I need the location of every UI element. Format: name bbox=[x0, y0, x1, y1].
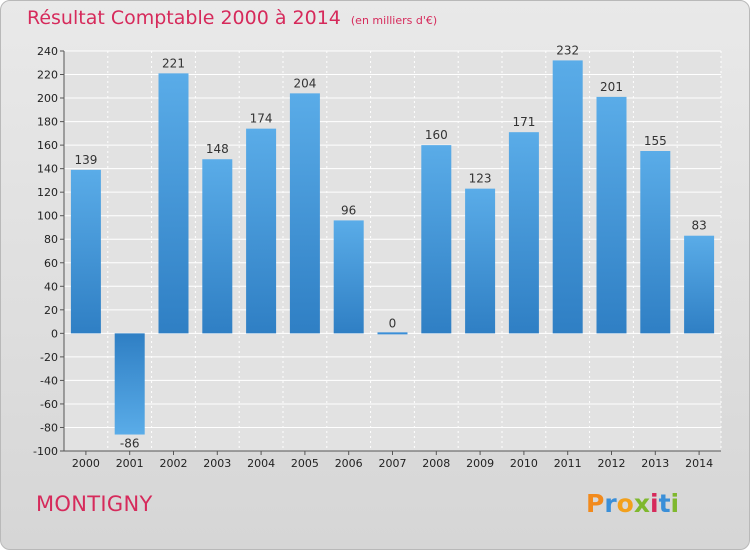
y-tick-label: -100 bbox=[33, 445, 58, 458]
x-tick-label: 2007 bbox=[379, 457, 407, 470]
y-tick-label: 140 bbox=[37, 163, 58, 176]
proxiti-logo: Proxiti bbox=[586, 489, 679, 518]
bar-2000 bbox=[70, 169, 101, 334]
logo-letter: i bbox=[670, 489, 680, 518]
x-tick-label: 2013 bbox=[641, 457, 669, 470]
labels: 139 -86 221 148 174 204 96 0 160 123 171 232 201 155 8… bbox=[74, 43, 706, 450]
y-tick-label: 0 bbox=[51, 327, 58, 340]
y-tick-label: 160 bbox=[37, 139, 58, 152]
axes: -100-80-60-40-20020406080100120140160180… bbox=[33, 45, 721, 470]
x-tick-label: 2006 bbox=[335, 457, 363, 470]
logo-letter: t bbox=[658, 489, 671, 518]
y-tick-label: 100 bbox=[37, 210, 58, 223]
bar-2009 bbox=[465, 188, 496, 334]
bar-2011 bbox=[552, 60, 583, 334]
y-tick-label: 180 bbox=[37, 116, 58, 129]
y-tick-label: 20 bbox=[44, 304, 58, 317]
y-tick-label: -40 bbox=[40, 374, 58, 387]
data-label: 155 bbox=[644, 134, 667, 148]
bar-2002 bbox=[158, 73, 189, 334]
x-tick-label: 2005 bbox=[291, 457, 319, 470]
logo-letter: P bbox=[586, 489, 605, 518]
y-tick-label: 200 bbox=[37, 92, 58, 105]
x-tick-label: 2002 bbox=[160, 457, 188, 470]
commune-name: MONTIGNY bbox=[36, 492, 153, 516]
bars bbox=[70, 60, 715, 435]
bar-2007 bbox=[377, 332, 408, 335]
y-tick-label: 220 bbox=[37, 69, 58, 82]
bar-2006 bbox=[333, 220, 364, 334]
chart-subtitle: (en milliers d'€) bbox=[350, 14, 438, 27]
y-tick-label: 120 bbox=[37, 186, 58, 199]
data-label: 96 bbox=[341, 203, 356, 217]
bar-2001 bbox=[114, 333, 145, 435]
y-tick-label: 40 bbox=[44, 280, 58, 293]
x-tick-label: 2004 bbox=[247, 457, 275, 470]
data-label: 160 bbox=[425, 128, 448, 142]
bar-2004 bbox=[246, 128, 277, 334]
x-tick-label: 2009 bbox=[466, 457, 494, 470]
data-label: 123 bbox=[469, 172, 492, 186]
x-tick-label: 2010 bbox=[510, 457, 538, 470]
x-tick-label: 2012 bbox=[598, 457, 626, 470]
y-tick-label: 240 bbox=[37, 45, 58, 58]
bar-2010 bbox=[508, 132, 539, 334]
chart-title: Résultat Comptable 2000 à 2014 (en millie… bbox=[27, 7, 437, 29]
bar-2003 bbox=[202, 159, 233, 334]
bar-2012 bbox=[596, 96, 627, 334]
logo-letter: r bbox=[604, 489, 617, 518]
logo-letter: o bbox=[616, 489, 634, 518]
x-tick-label: 2011 bbox=[554, 457, 582, 470]
data-label: 232 bbox=[556, 43, 579, 57]
bar-2014 bbox=[684, 235, 715, 334]
y-tick-label: -60 bbox=[40, 398, 58, 411]
logo-letter: x bbox=[633, 489, 650, 518]
x-tick-label: 2014 bbox=[685, 457, 713, 470]
y-tick-label: -20 bbox=[40, 351, 58, 364]
data-label: 83 bbox=[691, 219, 706, 233]
data-label: 171 bbox=[512, 115, 535, 129]
chart-title-text: Résultat Comptable 2000 à 2014 bbox=[27, 7, 341, 29]
x-tick-label: 2008 bbox=[422, 457, 450, 470]
y-tick-label: 60 bbox=[44, 257, 58, 270]
logo-letter: i bbox=[650, 489, 659, 518]
bar-2008 bbox=[421, 145, 452, 334]
data-label: -86 bbox=[120, 437, 140, 451]
data-label: 221 bbox=[162, 56, 185, 70]
data-label: 174 bbox=[250, 112, 273, 126]
x-tick-label: 2003 bbox=[203, 457, 231, 470]
y-tick-label: 80 bbox=[44, 233, 58, 246]
bar-2005 bbox=[289, 93, 320, 334]
data-label: 139 bbox=[74, 153, 97, 167]
data-label: 148 bbox=[206, 142, 229, 156]
bar-2013 bbox=[640, 151, 671, 334]
data-label: 204 bbox=[293, 76, 316, 90]
x-tick-label: 2000 bbox=[72, 457, 100, 470]
data-label: 201 bbox=[600, 80, 623, 94]
x-tick-label: 2001 bbox=[116, 457, 144, 470]
data-label: 0 bbox=[389, 316, 397, 330]
y-tick-label: -80 bbox=[40, 421, 58, 434]
